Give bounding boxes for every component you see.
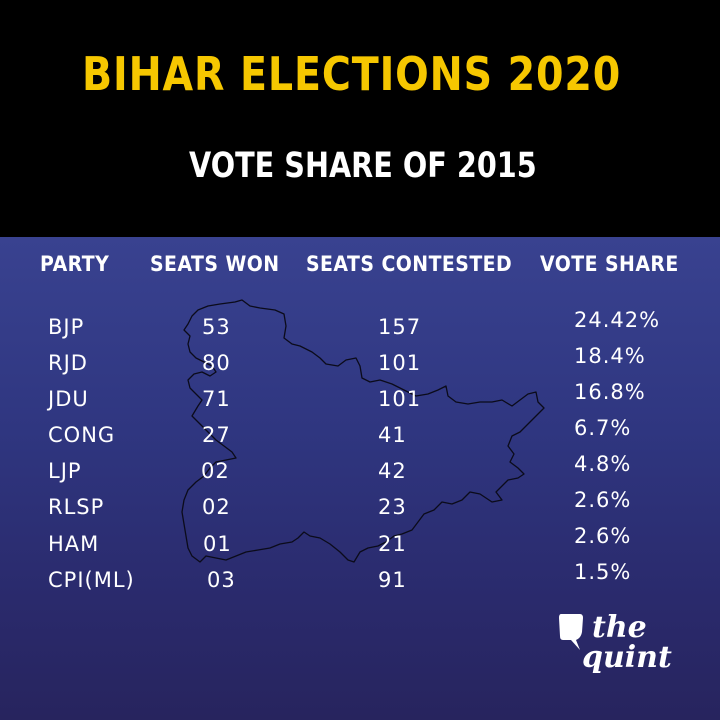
- page-title: BIHAR ELECTIONS 2020: [82, 47, 622, 101]
- column-header-vote-share: VOTE SHARE: [540, 252, 679, 276]
- seats-won: 02: [202, 495, 231, 519]
- party-name: BJP: [48, 315, 85, 339]
- logo-text-the: the: [592, 610, 647, 645]
- vote-share: 2.6%: [574, 524, 632, 548]
- party-name: HAM: [48, 532, 100, 556]
- party-name: CPI(ML): [48, 568, 135, 592]
- seats-won: 71: [202, 387, 231, 411]
- seats-contested: 157: [378, 315, 422, 339]
- seats-won: 27: [202, 423, 231, 447]
- logo-text-quint: quint: [582, 640, 672, 675]
- seats-contested: 101: [378, 351, 422, 375]
- party-name: CONG: [48, 423, 116, 447]
- speech-bubble-icon: [559, 614, 583, 650]
- data-panel: [0, 237, 720, 720]
- vote-share: 18.4%: [574, 344, 646, 368]
- party-name: JDU: [48, 387, 89, 411]
- column-header-seats-contested: SEATS CONTESTED: [306, 252, 513, 276]
- seats-won: 80: [202, 351, 231, 375]
- seats-won: 01: [203, 532, 232, 556]
- party-name: RJD: [48, 351, 88, 375]
- column-header-seats-won: SEATS WON: [150, 252, 280, 276]
- vote-share: 4.8%: [574, 452, 632, 476]
- seats-contested: 42: [378, 459, 407, 483]
- seats-won: 53: [202, 315, 231, 339]
- seats-contested: 101: [378, 387, 422, 411]
- party-name: RLSP: [48, 495, 105, 519]
- vote-share: 2.6%: [574, 488, 632, 512]
- vote-share: 24.42%: [574, 308, 661, 332]
- bihar-map-outline-icon: [181, 299, 545, 563]
- vote-share: 6.7%: [574, 416, 632, 440]
- seats-contested: 21: [378, 532, 407, 556]
- party-name: LJP: [48, 459, 82, 483]
- vote-share: 1.5%: [574, 560, 632, 584]
- seats-won: 03: [207, 568, 236, 592]
- seats-won: 02: [201, 459, 230, 483]
- header-banner: BIHAR ELECTIONS 2020 VOTE SHARE OF 2015: [0, 0, 720, 237]
- column-header-party: PARTY: [40, 252, 110, 276]
- seats-contested: 23: [378, 495, 407, 519]
- vote-share: 16.8%: [574, 380, 646, 404]
- seats-contested: 91: [378, 568, 407, 592]
- the-quint-logo: the quint: [558, 612, 678, 687]
- page-subtitle: VOTE SHARE OF 2015: [189, 146, 537, 186]
- seats-contested: 41: [378, 423, 407, 447]
